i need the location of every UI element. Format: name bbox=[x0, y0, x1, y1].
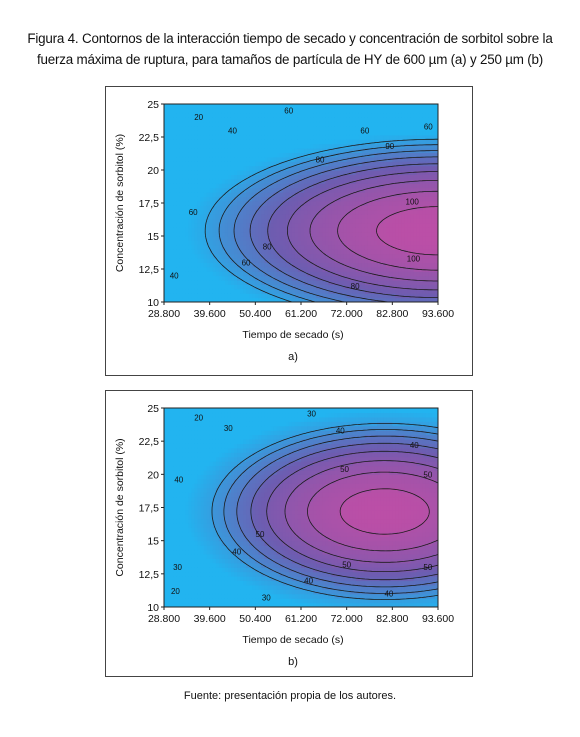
contour-value-label: 80 bbox=[351, 282, 360, 291]
y-tick-label: 20 bbox=[147, 469, 159, 481]
contour-line-30 bbox=[236, 435, 438, 588]
contour-value-label: 90 bbox=[385, 142, 394, 151]
x-tick-label: 28.800 bbox=[148, 308, 180, 320]
contour-line-50 bbox=[307, 471, 438, 552]
x-tick-label: 39.600 bbox=[194, 308, 226, 320]
contour-line-40 bbox=[266, 450, 438, 572]
y-tick-label: 12,5 bbox=[139, 264, 160, 276]
chart-panel-a: 20 40 40 60 60 60 60 60 80 80 80 90 100 100 28.800 39.6… bbox=[105, 86, 473, 376]
contour-line-100 bbox=[376, 206, 438, 256]
contour-line-70 bbox=[287, 171, 438, 291]
x-tick-label: 50.400 bbox=[239, 308, 271, 320]
contour-value-label: 50 bbox=[423, 470, 432, 479]
contour-value-label: 40 bbox=[170, 272, 179, 281]
contour-lines bbox=[211, 423, 438, 600]
y-tick-label: 25 bbox=[147, 403, 159, 415]
x-axis-label: Tiempo de secado (s) bbox=[242, 634, 343, 646]
contour-value-label: 60 bbox=[242, 258, 251, 267]
contour-value-label: 30 bbox=[173, 563, 182, 572]
x-tick-label: 82.800 bbox=[376, 308, 408, 320]
contour-value-label: 20 bbox=[194, 113, 203, 122]
y-axis-label: Concentración de sorbitol (%) bbox=[114, 438, 126, 576]
x-tick-label: 39.600 bbox=[194, 613, 226, 625]
contour-value-label: 40 bbox=[336, 427, 345, 436]
contour-value-label: 20 bbox=[171, 587, 180, 596]
y-tick-label: 25 bbox=[147, 99, 159, 111]
contour-value-label: 60 bbox=[189, 208, 198, 217]
x-tick-label: 93.600 bbox=[422, 308, 454, 320]
contour-line-25 bbox=[223, 429, 438, 594]
contour-value-label: 30 bbox=[224, 424, 233, 433]
contour-value-label: 30 bbox=[262, 594, 271, 603]
contour-line-50 bbox=[249, 156, 438, 302]
contour-value-label: 100 bbox=[407, 254, 421, 263]
x-tick-label: 61.200 bbox=[285, 308, 317, 320]
contour-line-60 bbox=[267, 163, 438, 298]
contour-value-label: 50 bbox=[256, 530, 265, 539]
y-tick-label: 15 bbox=[147, 536, 159, 548]
contour-line-55 bbox=[339, 488, 430, 535]
contour-line-20 bbox=[204, 138, 438, 302]
x-tick-label: 28.800 bbox=[148, 613, 180, 625]
contour-value-label: 20 bbox=[194, 413, 203, 422]
contour-value-label: 40 bbox=[228, 126, 237, 135]
x-tick-label: 61.200 bbox=[285, 613, 317, 625]
contour-value-label: 40 bbox=[410, 441, 419, 450]
x-tick-label: 82.800 bbox=[376, 613, 408, 625]
contour-value-label: 40 bbox=[304, 576, 313, 585]
contour-value-label: 50 bbox=[342, 561, 351, 570]
x-tick-label: 50.400 bbox=[239, 613, 271, 625]
contour-value-label: 50 bbox=[423, 563, 432, 572]
contour-chart-a: 20 40 40 60 60 60 60 60 80 80 80 90 100 100 28.800 39.6… bbox=[114, 99, 454, 363]
contour-fill bbox=[164, 408, 438, 607]
x-tick-label: 72.000 bbox=[331, 613, 363, 625]
y-axis-label: Concentración de sorbitol (%) bbox=[114, 134, 126, 272]
y-tick-label: 17,5 bbox=[139, 503, 160, 515]
contour-value-label: 40 bbox=[384, 590, 393, 599]
contour-line-30 bbox=[218, 144, 438, 302]
x-tick-label: 93.600 bbox=[422, 613, 454, 625]
contour-line-45 bbox=[284, 460, 438, 563]
contour-line-40 bbox=[233, 150, 438, 302]
y-tick-label: 10 bbox=[147, 297, 159, 309]
y-tick-label: 17,5 bbox=[139, 198, 160, 210]
contour-value-label: 60 bbox=[360, 126, 369, 135]
y-tick-label: 15 bbox=[147, 231, 159, 243]
contour-value-label: 40 bbox=[174, 476, 183, 485]
y-tick-label: 22,5 bbox=[139, 436, 160, 448]
contour-value-label: 30 bbox=[307, 409, 316, 418]
contour-line-90 bbox=[337, 190, 438, 271]
y-tick-label: 20 bbox=[147, 165, 159, 177]
panel-label: b) bbox=[288, 656, 298, 668]
panel-label: a) bbox=[288, 351, 298, 363]
x-axis-label: Tiempo de secado (s) bbox=[242, 329, 343, 341]
contour-value-label: 40 bbox=[232, 547, 241, 556]
contour-value-label: 100 bbox=[406, 198, 420, 207]
contour-line-80 bbox=[309, 180, 438, 282]
y-tick-label: 22,5 bbox=[139, 132, 160, 144]
contour-value-label: 80 bbox=[316, 155, 325, 164]
contour-line-20 bbox=[211, 423, 438, 600]
y-tick-label: 12,5 bbox=[139, 569, 160, 581]
x-tick-label: 72.000 bbox=[331, 308, 363, 320]
contour-value-label: 60 bbox=[284, 107, 293, 116]
contour-value-label: 60 bbox=[424, 122, 433, 131]
contour-line-35 bbox=[250, 442, 438, 581]
contour-value-label: 50 bbox=[340, 465, 349, 474]
contour-fill bbox=[164, 104, 438, 302]
figure-source: Fuente: presentación propia de los autor… bbox=[183, 690, 397, 702]
chart-panel-b: 20 30 30 40 40 40 50 50 50 40 40 50 50 30 40 30 20 28.800… bbox=[105, 390, 473, 677]
figure-title: Figura 4. Contornos de la interacción ti… bbox=[27, 31, 553, 67]
contour-chart-b: 20 30 30 40 40 40 50 50 50 40 40 50 50 30 40 30 20 28.800… bbox=[114, 403, 454, 668]
y-tick-label: 10 bbox=[147, 602, 159, 614]
contour-lines bbox=[204, 138, 438, 302]
contour-value-label: 80 bbox=[263, 243, 272, 252]
